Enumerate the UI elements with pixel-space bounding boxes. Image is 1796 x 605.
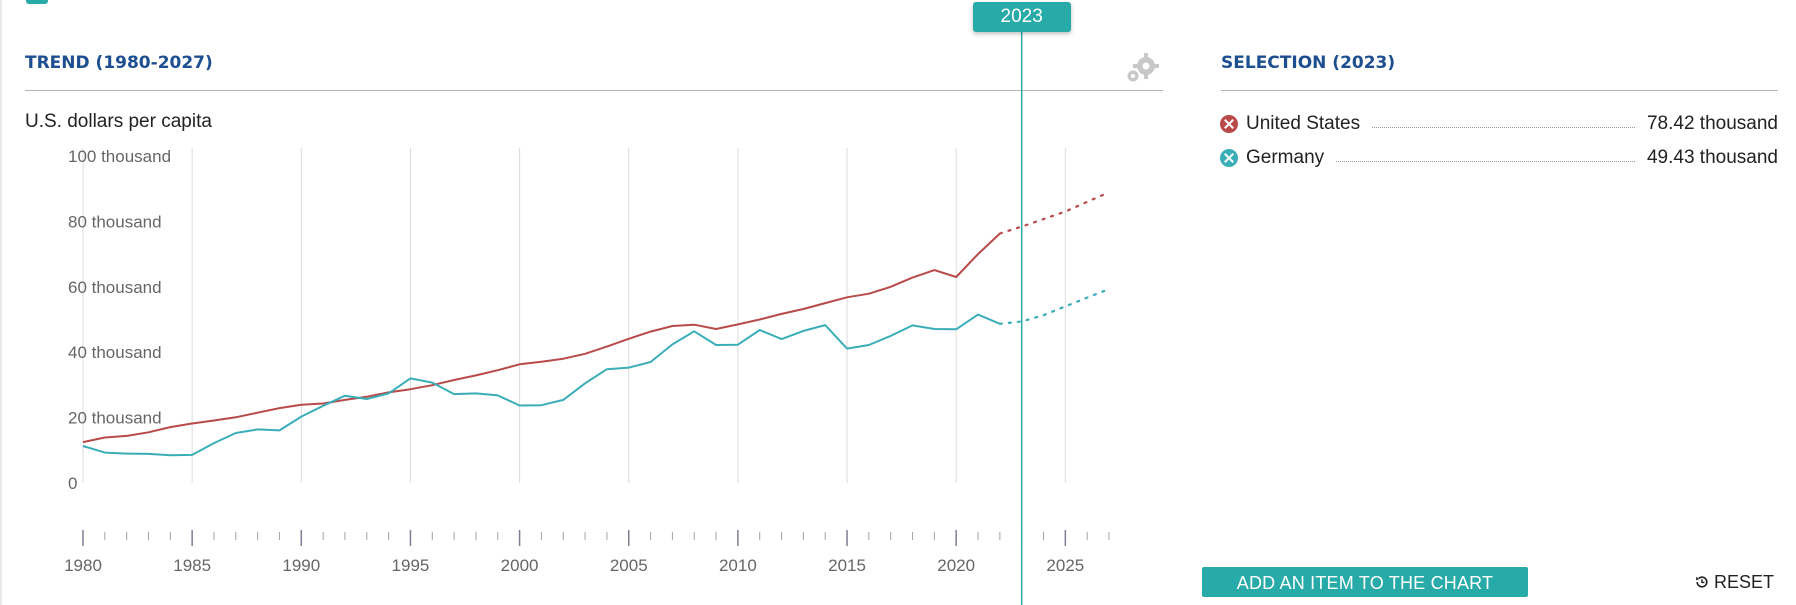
series-line-germany [82, 313, 1001, 457]
x-tick-label: 1990 [282, 556, 320, 575]
left-edge-strip [0, 0, 2, 605]
x-tick-label: 1995 [392, 556, 430, 575]
x-tick-label: 2020 [937, 556, 975, 575]
trend-title: TREND (1980-2027) [25, 53, 213, 73]
remove-united-states-icon[interactable] [1220, 115, 1238, 133]
chart-gridlines [82, 148, 1066, 483]
y-unit-label: U.S. dollars per capita [25, 111, 212, 132]
selection-item-united-states: United States 78.42 thousand [1220, 112, 1778, 136]
y-tick-label: 100 thousand [68, 147, 171, 166]
x-tick-label: 1980 [64, 556, 102, 575]
x-tick-label: 2005 [610, 556, 648, 575]
chart-series [82, 191, 1111, 457]
x-tick-label: 2010 [719, 556, 757, 575]
selected-year-badge[interactable]: 2023 [972, 2, 1071, 32]
series-projection-united-states [998, 191, 1111, 235]
selection-item-name: Germany [1246, 147, 1325, 168]
add-item-button[interactable]: ADD AN ITEM TO THE CHART [1202, 567, 1528, 597]
selection-item-value: 49.43 thousand [1646, 147, 1778, 168]
remove-germany-icon[interactable] [1220, 149, 1238, 167]
reset-label: RESET [1714, 571, 1775, 592]
x-tick-label: 2000 [501, 556, 539, 575]
x-tick-label: 1985 [173, 556, 211, 575]
y-axis-ticks: 0 20 thousand 40 thousand 60 thousand 80 tho… [68, 147, 171, 493]
y-tick-label: 60 thousand [68, 278, 162, 297]
trend-title-rule [25, 90, 1163, 91]
reset-icon [1696, 576, 1708, 588]
y-tick-label: 80 thousand [68, 212, 162, 231]
reset-button[interactable]: RESET [1694, 570, 1774, 594]
series-projection-germany [998, 288, 1111, 325]
x-axis: 1980 1985 1990 1995 2000 2005 2010 2015 2020 2025 [64, 530, 1110, 575]
y-tick-label: 40 thousand [68, 343, 162, 362]
selection-title: SELECTION (2023) [1221, 53, 1396, 73]
selection-item-value: 78.42 thousand [1646, 113, 1778, 134]
y-tick-label: 0 [68, 474, 77, 493]
dotted-leader [1336, 160, 1635, 162]
dotted-leader [1372, 126, 1635, 128]
gears-icon[interactable] [1127, 53, 1160, 82]
x-tick-label: 2015 [828, 556, 866, 575]
selection-title-rule [1221, 90, 1778, 91]
selection-item-germany: Germany 49.43 thousand [1220, 146, 1778, 170]
top-color-marker [26, 0, 48, 4]
selection-item-name: United States [1246, 113, 1361, 134]
x-tick-label: 2025 [1046, 556, 1084, 575]
series-line-united-states [82, 232, 1001, 444]
y-tick-label: 20 thousand [68, 409, 162, 428]
